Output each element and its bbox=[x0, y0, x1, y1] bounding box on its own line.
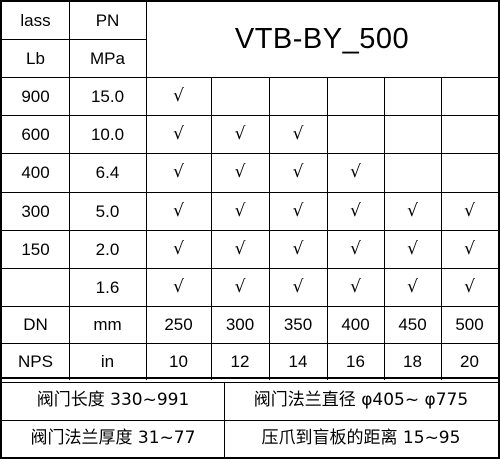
grid-line bbox=[2, 343, 498, 344]
empty-cell bbox=[441, 115, 498, 153]
nps-value: 16 bbox=[346, 351, 365, 371]
grid-line bbox=[441, 77, 442, 380]
check-mark: √ bbox=[292, 200, 304, 221]
class-header: lass bbox=[20, 11, 51, 30]
check-mark: √ bbox=[407, 200, 418, 221]
check-mark: √ bbox=[350, 200, 361, 221]
pn-cell: 1.6 bbox=[95, 277, 120, 297]
check-mark: √ bbox=[350, 238, 361, 259]
empty-cell bbox=[269, 77, 327, 115]
check-mark: √ bbox=[350, 276, 361, 297]
model-title: VTB-BY_500 bbox=[234, 23, 410, 55]
pn-cell: 6.4 bbox=[95, 163, 120, 182]
grid-line bbox=[2, 192, 498, 193]
check-mark: √ bbox=[464, 200, 475, 221]
check-mark: √ bbox=[464, 238, 475, 259]
dn-unit: mm bbox=[93, 315, 122, 334]
grid-line bbox=[2, 115, 498, 116]
flange-thickness: 阀门法兰厚度 31~77 bbox=[30, 428, 196, 448]
nps-value: 20 bbox=[460, 351, 479, 371]
grid-line bbox=[2, 377, 498, 379]
empty-cell bbox=[211, 77, 269, 115]
grid-line bbox=[0, 457, 500, 459]
dn-label: DN bbox=[23, 315, 48, 334]
empty-cell bbox=[384, 77, 441, 115]
check-mark: √ bbox=[234, 123, 246, 144]
dn-value: 500 bbox=[455, 315, 484, 334]
pn-cell: 2.0 bbox=[95, 239, 120, 259]
nps-value: 14 bbox=[288, 351, 308, 371]
check-mark: √ bbox=[173, 162, 184, 182]
check-mark: √ bbox=[407, 238, 418, 259]
dn-value: 450 bbox=[398, 315, 427, 334]
check-mark: √ bbox=[173, 276, 184, 297]
empty-cell bbox=[441, 153, 498, 192]
empty-cell bbox=[327, 115, 384, 153]
empty-cell bbox=[384, 153, 441, 192]
class-unit-header: Lb bbox=[26, 48, 45, 68]
grid-line bbox=[384, 77, 385, 380]
empty-cell bbox=[384, 115, 441, 153]
empty-cell bbox=[441, 77, 498, 115]
grid-line bbox=[269, 77, 270, 380]
grid-line bbox=[224, 382, 225, 457]
class-cell: 150 bbox=[21, 239, 50, 259]
valve-length: 阀门长度 330~991 bbox=[36, 390, 190, 410]
check-mark: √ bbox=[292, 276, 304, 297]
grid-line bbox=[69, 2, 70, 380]
nps-value: 12 bbox=[230, 351, 250, 371]
check-mark: √ bbox=[292, 238, 304, 259]
check-mark: √ bbox=[292, 123, 304, 144]
dn-value: 400 bbox=[341, 315, 370, 334]
class-cell: 300 bbox=[21, 201, 50, 221]
grid-line bbox=[0, 0, 500, 2]
check-mark: √ bbox=[173, 238, 184, 259]
grid-line bbox=[0, 0, 2, 459]
grid-line bbox=[2, 420, 498, 421]
dn-value: 300 bbox=[225, 315, 255, 334]
flange-diameter: 阀门法兰直径 φ405~ φ775 bbox=[253, 390, 469, 410]
check-mark: √ bbox=[173, 200, 184, 221]
check-mark: √ bbox=[234, 276, 246, 297]
claw-distance: 压爪到盲板的距离 15~95 bbox=[261, 428, 461, 448]
pn-cell: 15.0 bbox=[90, 86, 125, 106]
grid-line bbox=[146, 2, 147, 380]
pn-unit-header: MPa bbox=[90, 48, 125, 68]
check-mark: √ bbox=[464, 276, 475, 297]
class-cell: 400 bbox=[21, 163, 50, 182]
pn-header: PN bbox=[95, 11, 120, 30]
check-mark: √ bbox=[173, 123, 184, 144]
check-mark: √ bbox=[407, 276, 418, 297]
grid-line bbox=[211, 77, 212, 380]
grid-line bbox=[2, 230, 498, 231]
check-mark: √ bbox=[234, 162, 246, 182]
check-mark: √ bbox=[292, 162, 304, 182]
grid-line bbox=[2, 39, 146, 40]
grid-line bbox=[498, 0, 500, 459]
grid-line bbox=[2, 153, 498, 154]
empty-cell bbox=[327, 77, 384, 115]
nps-value: 10 bbox=[169, 351, 188, 371]
grid-line bbox=[2, 77, 498, 78]
check-mark: √ bbox=[234, 238, 246, 259]
class-cell bbox=[2, 268, 69, 306]
grid-line bbox=[2, 306, 498, 307]
check-mark: √ bbox=[350, 162, 361, 182]
pn-cell: 5.0 bbox=[95, 201, 120, 221]
pn-cell: 10.0 bbox=[90, 124, 125, 144]
dn-value: 250 bbox=[164, 315, 193, 334]
class-cell: 600 bbox=[21, 124, 50, 144]
nps-unit: in bbox=[100, 351, 115, 371]
class-cell: 900 bbox=[21, 86, 50, 106]
check-mark: √ bbox=[173, 85, 184, 106]
nps-value: 18 bbox=[403, 351, 422, 371]
nps-label: NPS bbox=[18, 351, 53, 371]
grid-line bbox=[2, 382, 498, 383]
grid-line bbox=[2, 268, 498, 269]
dn-value: 350 bbox=[283, 315, 313, 334]
grid-line bbox=[327, 77, 328, 380]
check-mark: √ bbox=[234, 200, 246, 221]
